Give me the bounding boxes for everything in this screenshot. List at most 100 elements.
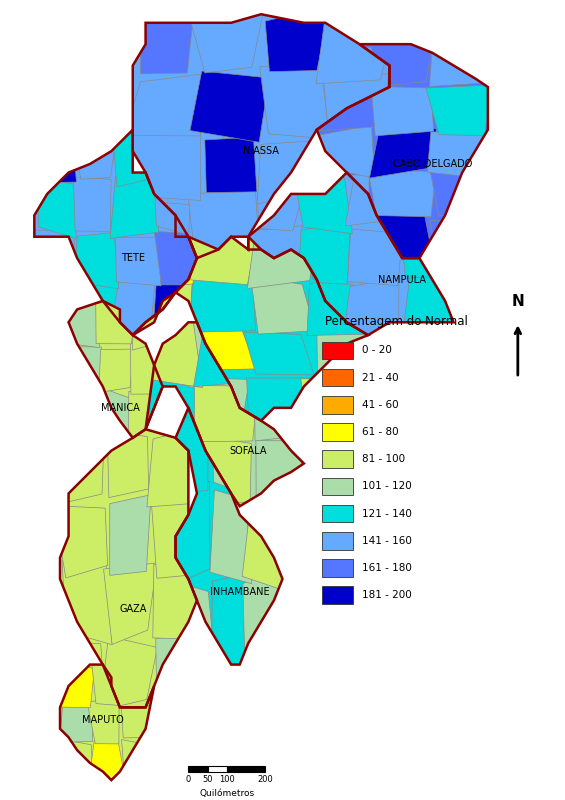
Polygon shape <box>175 582 215 664</box>
Polygon shape <box>347 229 402 286</box>
Text: MAPUTO: MAPUTO <box>82 715 124 726</box>
Polygon shape <box>37 175 76 239</box>
Text: NAMPULA: NAMPULA <box>379 274 427 285</box>
Polygon shape <box>34 130 197 335</box>
Polygon shape <box>56 427 105 505</box>
Text: 0 - 20: 0 - 20 <box>362 346 392 355</box>
Polygon shape <box>103 563 157 644</box>
Polygon shape <box>315 126 375 178</box>
Polygon shape <box>156 634 198 704</box>
Polygon shape <box>257 141 320 204</box>
Polygon shape <box>57 738 93 786</box>
Polygon shape <box>426 85 492 136</box>
Polygon shape <box>188 378 249 425</box>
Polygon shape <box>246 226 302 287</box>
Polygon shape <box>371 86 433 136</box>
Polygon shape <box>153 564 202 639</box>
Polygon shape <box>248 173 454 335</box>
Polygon shape <box>125 278 193 335</box>
Polygon shape <box>305 241 373 280</box>
Polygon shape <box>73 125 118 179</box>
Polygon shape <box>256 441 310 508</box>
Polygon shape <box>58 659 94 708</box>
Polygon shape <box>258 189 331 264</box>
Polygon shape <box>68 301 163 438</box>
Polygon shape <box>87 699 119 744</box>
Text: 61 - 80: 61 - 80 <box>362 427 398 437</box>
Polygon shape <box>146 322 304 506</box>
Polygon shape <box>107 430 149 498</box>
Polygon shape <box>147 430 198 507</box>
Polygon shape <box>171 481 210 586</box>
Text: N: N <box>511 294 524 310</box>
Text: 181 - 200: 181 - 200 <box>362 590 411 600</box>
Polygon shape <box>324 74 389 134</box>
Polygon shape <box>205 137 257 193</box>
Polygon shape <box>124 130 201 201</box>
Polygon shape <box>98 386 133 438</box>
Text: 101 - 120: 101 - 120 <box>362 482 411 491</box>
Polygon shape <box>370 129 439 178</box>
Polygon shape <box>242 402 282 505</box>
Polygon shape <box>143 318 202 387</box>
Polygon shape <box>92 660 126 706</box>
Polygon shape <box>242 274 306 335</box>
Polygon shape <box>190 71 270 142</box>
Polygon shape <box>245 318 309 384</box>
Polygon shape <box>73 177 111 232</box>
Polygon shape <box>129 386 167 444</box>
Polygon shape <box>345 172 405 226</box>
Polygon shape <box>318 190 383 266</box>
Polygon shape <box>307 278 375 335</box>
Polygon shape <box>128 373 192 415</box>
Polygon shape <box>176 408 282 665</box>
Polygon shape <box>33 230 75 290</box>
Polygon shape <box>110 494 151 575</box>
Polygon shape <box>430 169 494 218</box>
Polygon shape <box>110 277 155 337</box>
Polygon shape <box>429 44 490 86</box>
Polygon shape <box>125 233 200 290</box>
Polygon shape <box>293 279 353 336</box>
Polygon shape <box>370 39 432 86</box>
Text: CABO DELGADO: CABO DELGADO <box>393 159 472 169</box>
Polygon shape <box>247 230 316 289</box>
Polygon shape <box>312 90 380 131</box>
Polygon shape <box>53 643 106 715</box>
Polygon shape <box>62 559 112 645</box>
Polygon shape <box>316 8 397 84</box>
Polygon shape <box>310 174 369 220</box>
Polygon shape <box>211 574 250 665</box>
Polygon shape <box>112 123 159 187</box>
Polygon shape <box>149 374 197 444</box>
Polygon shape <box>368 212 433 261</box>
Text: 161 - 180: 161 - 180 <box>362 563 411 573</box>
Polygon shape <box>135 322 183 374</box>
Text: 21 - 40: 21 - 40 <box>362 373 398 382</box>
Polygon shape <box>66 346 102 397</box>
Polygon shape <box>100 636 158 710</box>
Text: 141 - 160: 141 - 160 <box>362 536 411 546</box>
Text: Percentagem do Normal: Percentagem do Normal <box>325 315 468 328</box>
Text: TETE: TETE <box>121 253 145 263</box>
Polygon shape <box>146 443 203 514</box>
Text: 81 - 100: 81 - 100 <box>362 454 405 464</box>
Polygon shape <box>171 417 208 495</box>
Polygon shape <box>121 739 158 782</box>
Polygon shape <box>189 277 255 332</box>
Polygon shape <box>327 138 391 203</box>
Polygon shape <box>294 178 353 234</box>
Text: 0: 0 <box>186 775 191 784</box>
Text: MANICA: MANICA <box>101 403 140 413</box>
Polygon shape <box>33 123 76 182</box>
Polygon shape <box>133 14 389 258</box>
Polygon shape <box>317 323 373 374</box>
Polygon shape <box>95 298 136 344</box>
Polygon shape <box>190 230 258 285</box>
Polygon shape <box>246 170 307 231</box>
Polygon shape <box>131 341 164 394</box>
Polygon shape <box>427 130 496 178</box>
Polygon shape <box>246 378 311 423</box>
Polygon shape <box>193 314 257 386</box>
Polygon shape <box>195 436 251 504</box>
